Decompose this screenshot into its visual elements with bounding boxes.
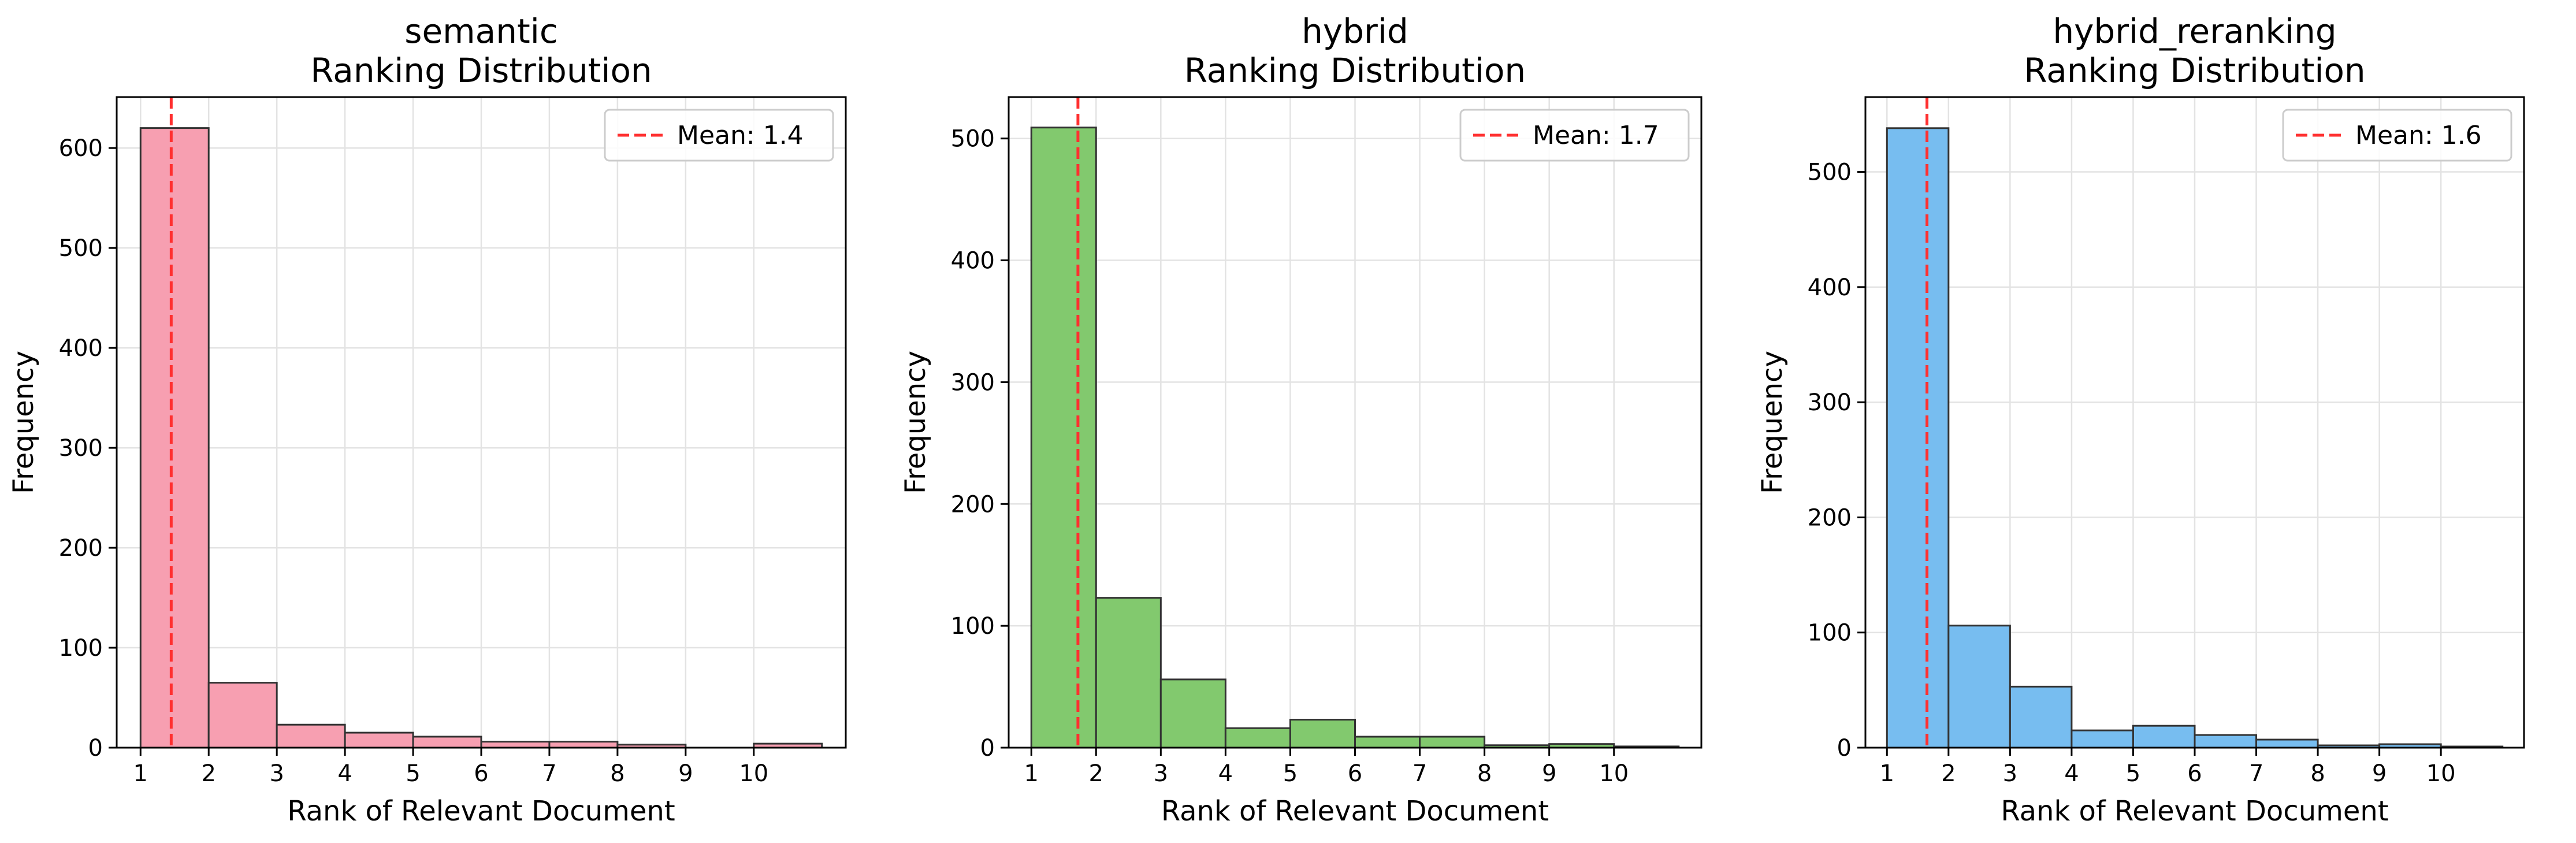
- histogram-bar: [207, 682, 278, 749]
- chart-title: hybrid Ranking Distribution: [1184, 12, 1526, 90]
- x-tick-label: 5: [406, 760, 420, 787]
- y-axis-label: Frequency: [1756, 351, 1789, 494]
- histogram-bar: [1224, 727, 1291, 749]
- histogram-bar: [1419, 736, 1486, 749]
- histogram-bar: [2071, 729, 2134, 749]
- x-tick-label: 9: [678, 760, 693, 787]
- x-tick-label: 4: [1218, 760, 1233, 787]
- x-tick-label: 10: [2426, 760, 2456, 787]
- x-tick-label: 2: [1941, 760, 1956, 787]
- y-tick-label: 100: [1808, 620, 1852, 647]
- histogram-bar: [276, 723, 346, 749]
- histogram-bar: [412, 736, 482, 749]
- x-tick-label: 2: [1089, 760, 1103, 787]
- chart-panel-2: 1 2 3 4 5 6 7 8 9 100100200300400500hybrid_rerank…: [1756, 12, 2525, 827]
- legend-label: Mean: 1.7: [1533, 121, 1659, 150]
- y-tick-label: 500: [951, 126, 995, 153]
- y-tick-label: 400: [951, 248, 995, 274]
- histogram-bar: [548, 741, 619, 749]
- legend: Mean: 1.4: [604, 109, 834, 162]
- x-axis-label: Rank of Relevant Document: [2001, 795, 2388, 827]
- histogram-bar: [1095, 597, 1162, 749]
- histogram-bar: [480, 741, 551, 749]
- y-tick-label: 200: [59, 535, 103, 562]
- x-axis-label: Rank of Relevant Document: [1161, 795, 1549, 827]
- y-tick-label: 500: [59, 235, 103, 262]
- histogram-bar: [1030, 127, 1097, 749]
- histogram-bar: [1289, 719, 1356, 749]
- x-tick-label: 4: [337, 760, 352, 787]
- x-tick-label: 6: [474, 760, 488, 787]
- y-axis-label: Frequency: [899, 351, 932, 494]
- y-tick-label: 600: [59, 135, 103, 162]
- x-tick-label: 7: [542, 760, 556, 787]
- x-tick-label: 3: [269, 760, 284, 787]
- y-tick-label: 0: [1837, 735, 1852, 762]
- x-tick-label: 3: [1154, 760, 1168, 787]
- chart-title: semantic Ranking Distribution: [310, 12, 652, 90]
- x-tick-label: 10: [1599, 760, 1629, 787]
- histogram-bar: [139, 127, 210, 749]
- y-tick-label: 400: [1808, 274, 1852, 301]
- legend-box: [1459, 109, 1690, 162]
- x-tick-label: 7: [2249, 760, 2263, 787]
- x-tick-label: 8: [610, 760, 625, 787]
- x-tick-label: 6: [2187, 760, 2202, 787]
- x-tick-label: 8: [2310, 760, 2325, 787]
- chart-title: hybrid_reranking Ranking Distribution: [2024, 12, 2365, 90]
- legend-box: [2282, 109, 2512, 162]
- y-tick-label: 200: [1808, 504, 1852, 531]
- x-axis-label: Rank of Relevant Document: [287, 795, 675, 827]
- y-tick-label: 200: [951, 491, 995, 518]
- x-tick-label: 3: [2003, 760, 2017, 787]
- x-tick-label: 7: [1412, 760, 1427, 787]
- x-tick-label: 9: [1542, 760, 1556, 787]
- y-tick-label: 300: [951, 369, 995, 396]
- x-tick-label: 1: [1024, 760, 1038, 787]
- y-tick-label: 500: [1808, 159, 1852, 186]
- y-tick-label: 400: [59, 335, 103, 362]
- legend-box: [604, 109, 834, 162]
- histogram-bar: [1354, 736, 1421, 749]
- histogram-bar: [1947, 625, 2011, 749]
- y-tick-label: 100: [59, 635, 103, 662]
- y-tick-label: 0: [88, 735, 103, 762]
- histogram-bar: [2194, 734, 2258, 749]
- x-tick-label: 5: [2126, 760, 2140, 787]
- legend: Mean: 1.7: [1459, 109, 1690, 162]
- x-tick-label: 10: [739, 760, 768, 787]
- histogram-bar: [344, 731, 414, 749]
- x-tick-label: 8: [1477, 760, 1492, 787]
- legend-label: Mean: 1.6: [2355, 121, 2482, 150]
- x-tick-label: 6: [1348, 760, 1362, 787]
- y-tick-label: 0: [980, 735, 995, 762]
- legend: Mean: 1.6: [2282, 109, 2512, 162]
- histogram-bar: [2255, 738, 2319, 749]
- x-tick-label: 1: [133, 760, 148, 787]
- histogram-bar: [1159, 678, 1226, 749]
- y-tick-label: 300: [1808, 389, 1852, 416]
- x-tick-label: 2: [201, 760, 215, 787]
- y-tick-label: 100: [951, 613, 995, 640]
- y-tick-label: 300: [59, 435, 103, 462]
- x-tick-label: 1: [1880, 760, 1894, 787]
- histogram-bar: [2009, 685, 2073, 749]
- x-tick-label: 5: [1283, 760, 1298, 787]
- x-tick-label: 9: [2372, 760, 2387, 787]
- y-axis-label: Frequency: [8, 351, 40, 494]
- x-tick-label: 4: [2064, 760, 2079, 787]
- histogram-bar: [1886, 127, 1950, 749]
- histogram-bar: [2132, 725, 2196, 749]
- legend-label: Mean: 1.4: [677, 121, 804, 150]
